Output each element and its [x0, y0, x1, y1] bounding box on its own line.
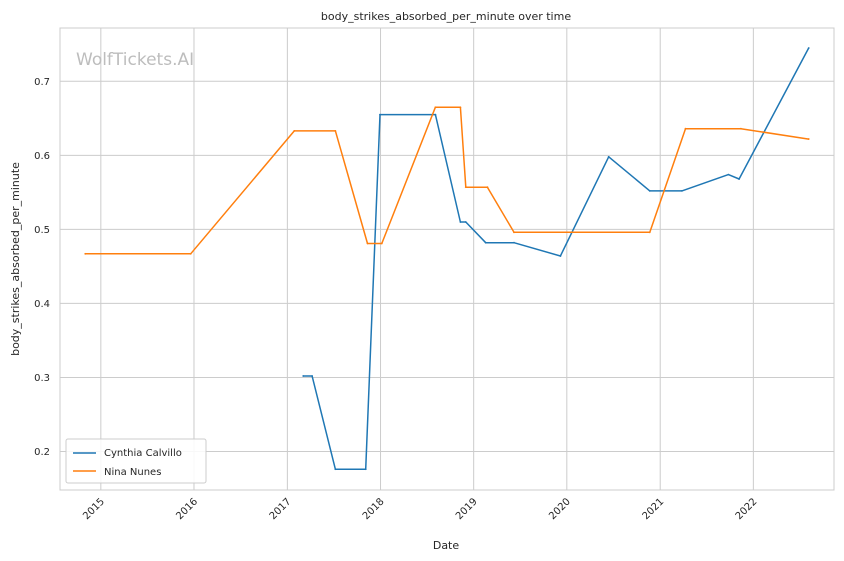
data-point-nina-nunes: [684, 127, 687, 130]
y-tick-label: 0.2: [34, 447, 50, 458]
grid: [60, 28, 834, 490]
data-point-cynthia-calvillo: [559, 255, 562, 257]
x-tick-label: 2019: [454, 496, 480, 522]
y-tick-label: 0.5: [34, 225, 50, 236]
y-tick-label: 0.4: [34, 299, 50, 310]
y-tick-label: 0.3: [34, 373, 50, 384]
data-point-nina-nunes: [648, 231, 651, 234]
data-point-cynthia-calvillo: [434, 113, 437, 116]
legend-label-nina-nunes: Nina Nunes: [104, 467, 161, 478]
y-axis-label: body_strikes_absorbed_per_minute: [9, 162, 22, 356]
data-point-cynthia-calvillo: [807, 47, 810, 49]
x-tick-label: 2016: [174, 496, 200, 522]
data-point-nina-nunes: [334, 130, 337, 132]
x-tick-label: 2021: [641, 496, 667, 522]
legend-box: [65, 438, 207, 484]
data-point-cynthia-calvillo: [379, 113, 381, 116]
chart-title: body_strikes_absorbed_per_minute over ti…: [321, 10, 571, 23]
data-point-cynthia-calvillo: [607, 155, 610, 158]
data-point-cynthia-calvillo: [727, 173, 730, 176]
data-point-cynthia-calvillo: [648, 189, 651, 192]
data-point-nina-nunes: [380, 242, 383, 245]
data-point-nina-nunes: [464, 186, 467, 189]
data-point-cynthia-calvillo: [334, 468, 337, 471]
legend: Cynthia Calvillo Nina Nunes: [65, 438, 207, 484]
data-point-cynthia-calvillo: [311, 375, 314, 377]
data-point-nina-nunes: [366, 242, 369, 245]
data-point-nina-nunes: [459, 106, 462, 109]
data-point-nina-nunes: [486, 186, 489, 189]
x-axis-label: Date: [433, 539, 460, 552]
data-point-cynthia-calvillo: [459, 221, 462, 223]
data-point-cynthia-calvillo: [738, 178, 740, 180]
legend-label-cynthia-calvillo: Cynthia Calvillo: [104, 448, 182, 459]
watermark: WolfTickets.AI: [76, 50, 194, 70]
data-point-cynthia-calvillo: [364, 468, 367, 471]
data-point-cynthia-calvillo: [484, 241, 487, 244]
x-tick-label: 2022: [734, 496, 760, 522]
data-point-nina-nunes: [293, 130, 296, 132]
series-lines: [84, 47, 810, 471]
data-point-nina-nunes: [189, 252, 192, 255]
data-point-nina-nunes: [807, 138, 810, 140]
y-tick-label: 0.7: [34, 77, 50, 88]
x-tick-label: 2018: [361, 496, 387, 522]
x-tick-label: 2020: [547, 496, 573, 522]
data-point-cynthia-calvillo: [302, 375, 305, 377]
data-point-nina-nunes: [434, 106, 437, 109]
data-point-cynthia-calvillo: [513, 241, 515, 244]
data-point-nina-nunes: [513, 231, 515, 234]
x-tick-label: 2015: [81, 496, 107, 522]
data-point-nina-nunes: [84, 252, 87, 255]
series-line-cynthia-calvillo: [303, 47, 810, 471]
data-point-nina-nunes: [739, 127, 742, 130]
data-point-cynthia-calvillo: [681, 189, 683, 192]
data-point-cynthia-calvillo: [464, 221, 467, 223]
x-tick-label: 2017: [268, 496, 294, 522]
y-tick-label: 0.6: [34, 151, 50, 162]
plot-frame: [59, 27, 835, 491]
